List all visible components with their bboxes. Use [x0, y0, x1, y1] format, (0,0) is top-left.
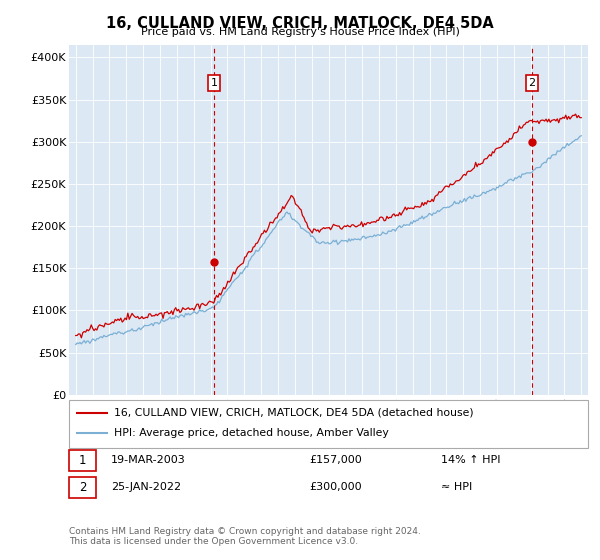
Text: £157,000: £157,000	[309, 455, 362, 465]
Text: 25-JAN-2022: 25-JAN-2022	[111, 482, 181, 492]
Text: Contains HM Land Registry data © Crown copyright and database right 2024.
This d: Contains HM Land Registry data © Crown c…	[69, 526, 421, 546]
Text: Price paid vs. HM Land Registry's House Price Index (HPI): Price paid vs. HM Land Registry's House …	[140, 27, 460, 37]
Text: 19-MAR-2003: 19-MAR-2003	[111, 455, 186, 465]
Text: 14% ↑ HPI: 14% ↑ HPI	[441, 455, 500, 465]
Text: ≈ HPI: ≈ HPI	[441, 482, 472, 492]
Text: 16, CULLAND VIEW, CRICH, MATLOCK, DE4 5DA: 16, CULLAND VIEW, CRICH, MATLOCK, DE4 5D…	[106, 16, 494, 31]
Text: 1: 1	[211, 78, 218, 88]
Text: 1: 1	[79, 454, 86, 467]
Text: £300,000: £300,000	[309, 482, 362, 492]
Text: 2: 2	[529, 78, 535, 88]
Text: 2: 2	[79, 480, 86, 494]
Text: HPI: Average price, detached house, Amber Valley: HPI: Average price, detached house, Ambe…	[114, 428, 389, 438]
Text: 16, CULLAND VIEW, CRICH, MATLOCK, DE4 5DA (detached house): 16, CULLAND VIEW, CRICH, MATLOCK, DE4 5D…	[114, 408, 473, 418]
